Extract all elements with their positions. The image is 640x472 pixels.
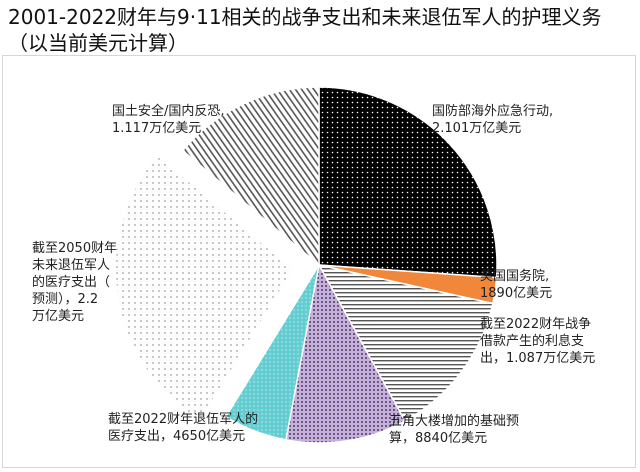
slice-war-borrowing-interest [317,263,494,422]
slice-homeland-security [181,86,320,267]
slice-overseas-contingency [318,86,498,279]
label-line: 美国国务院, [480,269,550,284]
slice-veterans-medical-2050 [114,153,295,422]
label-line: 的医疗支出（ [32,275,111,290]
label-war-borrowing-interest: 截至2022财年战争 借款产生的利息支 出，1.087万亿美元 [480,316,595,367]
slice-veterans-medical-2022 [224,264,320,441]
slice-pentagon-base-budget [285,262,406,444]
label-line: 借款产生的利息支 [480,334,585,349]
label-line: 未来退伍军人 [32,258,111,273]
chart-title: 2001-2022财年与9·11相关的战争支出和未来退伍军人的护理义务（以当前美… [8,5,602,55]
label-veterans-medical-2022: 截至2022财年退伍军人的 医疗支出，4650亿美元 [108,411,258,445]
chart-frame [2,55,636,468]
label-line: 预测），2.2 [32,292,99,307]
label-line: 国土安全/国内反恐, [112,104,225,119]
label-line: 截至2022财年战争 [480,317,592,332]
pie-slices [114,86,498,444]
label-line: 国防部海外应急行动, [432,104,554,119]
label-pentagon-base-budget: 五角大楼增加的基础预 算，8840亿美元 [389,413,519,447]
label-veterans-medical-2050: 截至2050财年 未来退伍军人 的医疗支出（ 预测），2.2 万亿美元 [32,240,117,325]
label-line: 1.117万亿美元 [112,121,202,136]
label-line: 五角大楼增加的基础预 [389,414,520,429]
label-line: 截至2050财年 [32,241,118,256]
label-line: 医疗支出，4650亿美元 [108,429,246,444]
label-homeland-security: 国土安全/国内反恐, 1.117万亿美元 [112,103,225,137]
label-line: 截至2022财年退伍军人的 [108,412,259,427]
label-line: 出，1.087万亿美元 [480,351,596,366]
label-line: 算，8840亿美元 [389,431,488,446]
label-overseas-contingency: 国防部海外应急行动, 2.101万亿美元 [432,103,553,137]
label-line: 万亿美元 [32,309,85,324]
label-line: 1890亿美元 [480,286,553,301]
label-state-department: 美国国务院, 1890亿美元 [480,268,552,302]
label-line: 2.101万亿美元 [432,121,522,136]
